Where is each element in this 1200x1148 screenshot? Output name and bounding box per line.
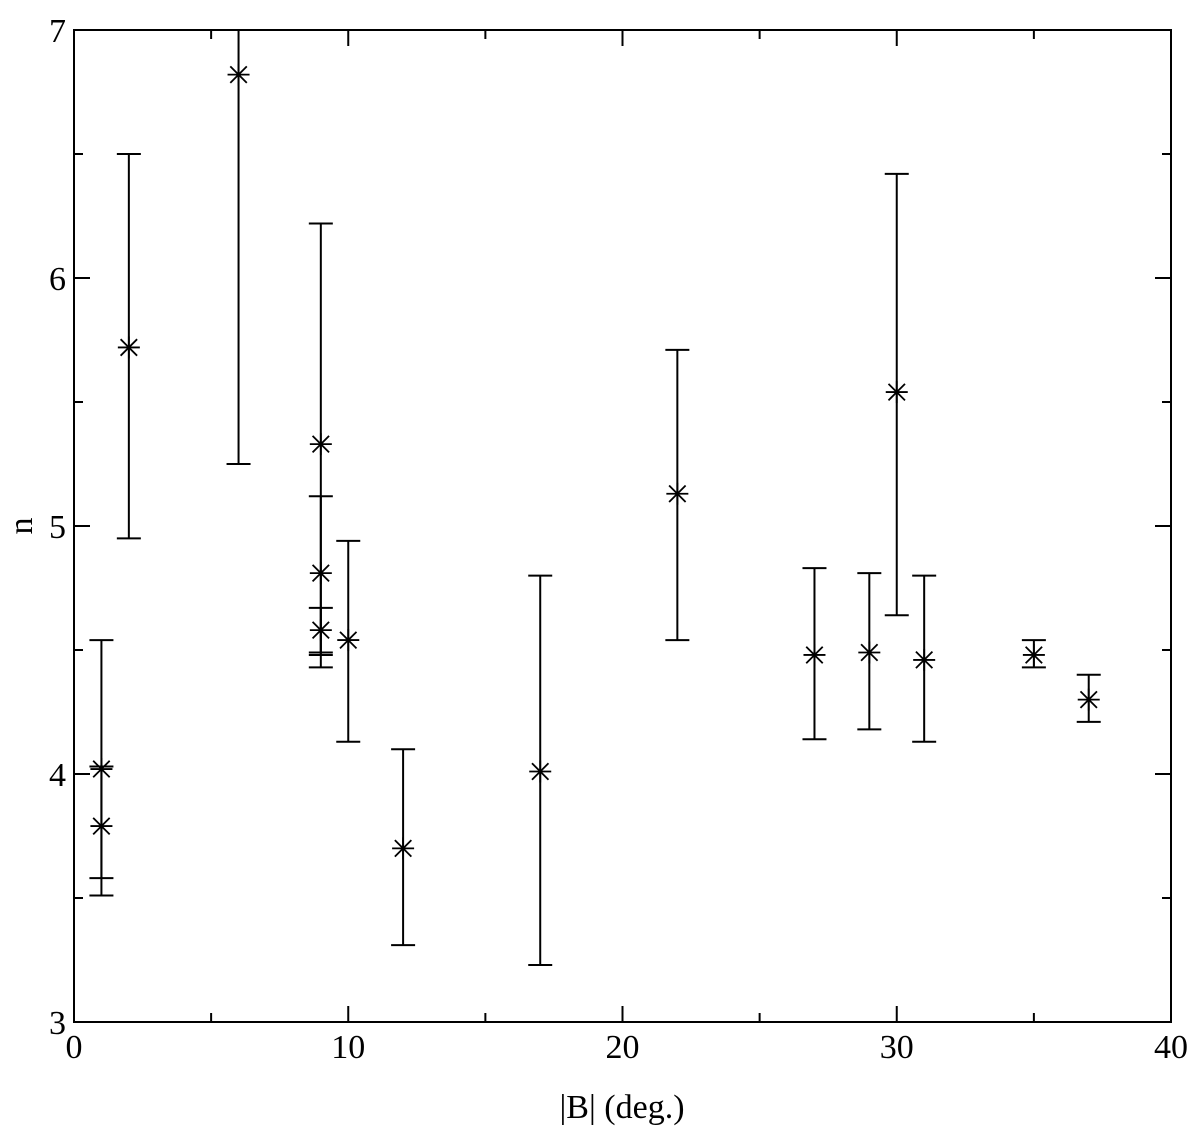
marker-stroke	[1079, 690, 1098, 709]
data-point	[391, 748, 416, 947]
axis-tick-labels: 0 10 20 30 40 3 4 5 6 7	[49, 13, 1188, 1066]
x-tick-label: 10	[331, 1029, 365, 1066]
x-axis-title: |B| (deg.)	[559, 1089, 684, 1126]
axis-ticks	[73, 29, 1172, 1023]
data-point	[1021, 639, 1046, 669]
data-point	[1076, 673, 1101, 723]
marker-stroke	[311, 621, 330, 640]
data-point	[89, 765, 114, 897]
data-point	[884, 172, 909, 617]
data-point	[857, 572, 882, 731]
marker-stroke	[915, 651, 934, 669]
data-point	[226, 29, 251, 465]
marker-stroke	[668, 484, 687, 503]
y-tick-label: 6	[49, 261, 66, 298]
data-point	[336, 539, 361, 743]
x-tick-label: 20	[606, 1029, 640, 1066]
data-point	[665, 348, 690, 642]
y-tick-label: 7	[49, 13, 66, 50]
x-tick-label: 0	[66, 1029, 83, 1066]
y-axis-title: n	[3, 518, 40, 535]
marker-stroke	[119, 338, 138, 357]
marker-stroke	[805, 646, 824, 664]
y-tick-label: 4	[49, 757, 66, 794]
marker-stroke	[311, 435, 330, 454]
marker-stroke	[229, 65, 248, 84]
marker-stroke	[394, 839, 412, 858]
x-tick-label: 30	[880, 1029, 914, 1066]
data-points	[89, 29, 1101, 966]
y-tick-label: 5	[49, 509, 66, 546]
data-point	[528, 574, 553, 966]
marker-stroke	[531, 762, 550, 781]
marker-stroke	[92, 817, 111, 835]
marker-stroke	[1024, 646, 1043, 664]
data-point	[308, 606, 333, 656]
data-point	[802, 567, 827, 741]
marker-stroke	[887, 383, 906, 401]
marker-stroke	[860, 643, 879, 662]
x-tick-label: 40	[1154, 1029, 1188, 1066]
marker-stroke	[339, 631, 358, 649]
y-tick-label: 3	[49, 1005, 66, 1042]
marker-stroke	[311, 564, 330, 583]
data-point	[116, 153, 141, 540]
data-point	[912, 574, 937, 743]
